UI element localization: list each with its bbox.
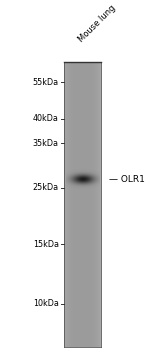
Text: Mouse lung: Mouse lung [77, 4, 117, 44]
Text: 10kDa: 10kDa [33, 299, 59, 308]
Text: 35kDa: 35kDa [33, 139, 59, 148]
Text: 15kDa: 15kDa [33, 240, 59, 249]
Text: 25kDa: 25kDa [33, 184, 59, 192]
Text: 55kDa: 55kDa [33, 78, 59, 87]
Text: 40kDa: 40kDa [33, 114, 59, 123]
Text: — OLR1: — OLR1 [109, 175, 145, 184]
